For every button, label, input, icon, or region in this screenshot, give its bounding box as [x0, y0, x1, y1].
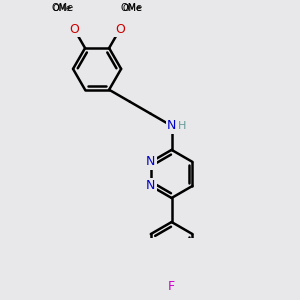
Text: N: N: [146, 155, 155, 168]
Text: O: O: [115, 23, 125, 36]
Text: O: O: [69, 23, 79, 36]
Text: O: O: [69, 23, 79, 36]
Text: N: N: [146, 179, 155, 193]
Text: H: H: [178, 121, 186, 131]
Text: OMe: OMe: [121, 4, 143, 14]
Text: OMe: OMe: [51, 4, 73, 14]
Text: O: O: [115, 23, 125, 36]
Text: O: O: [69, 23, 79, 36]
Text: OMe: OMe: [122, 4, 142, 13]
Text: N: N: [167, 119, 176, 132]
Text: O: O: [115, 23, 125, 36]
Text: OMe: OMe: [52, 4, 72, 13]
Text: F: F: [168, 280, 175, 293]
